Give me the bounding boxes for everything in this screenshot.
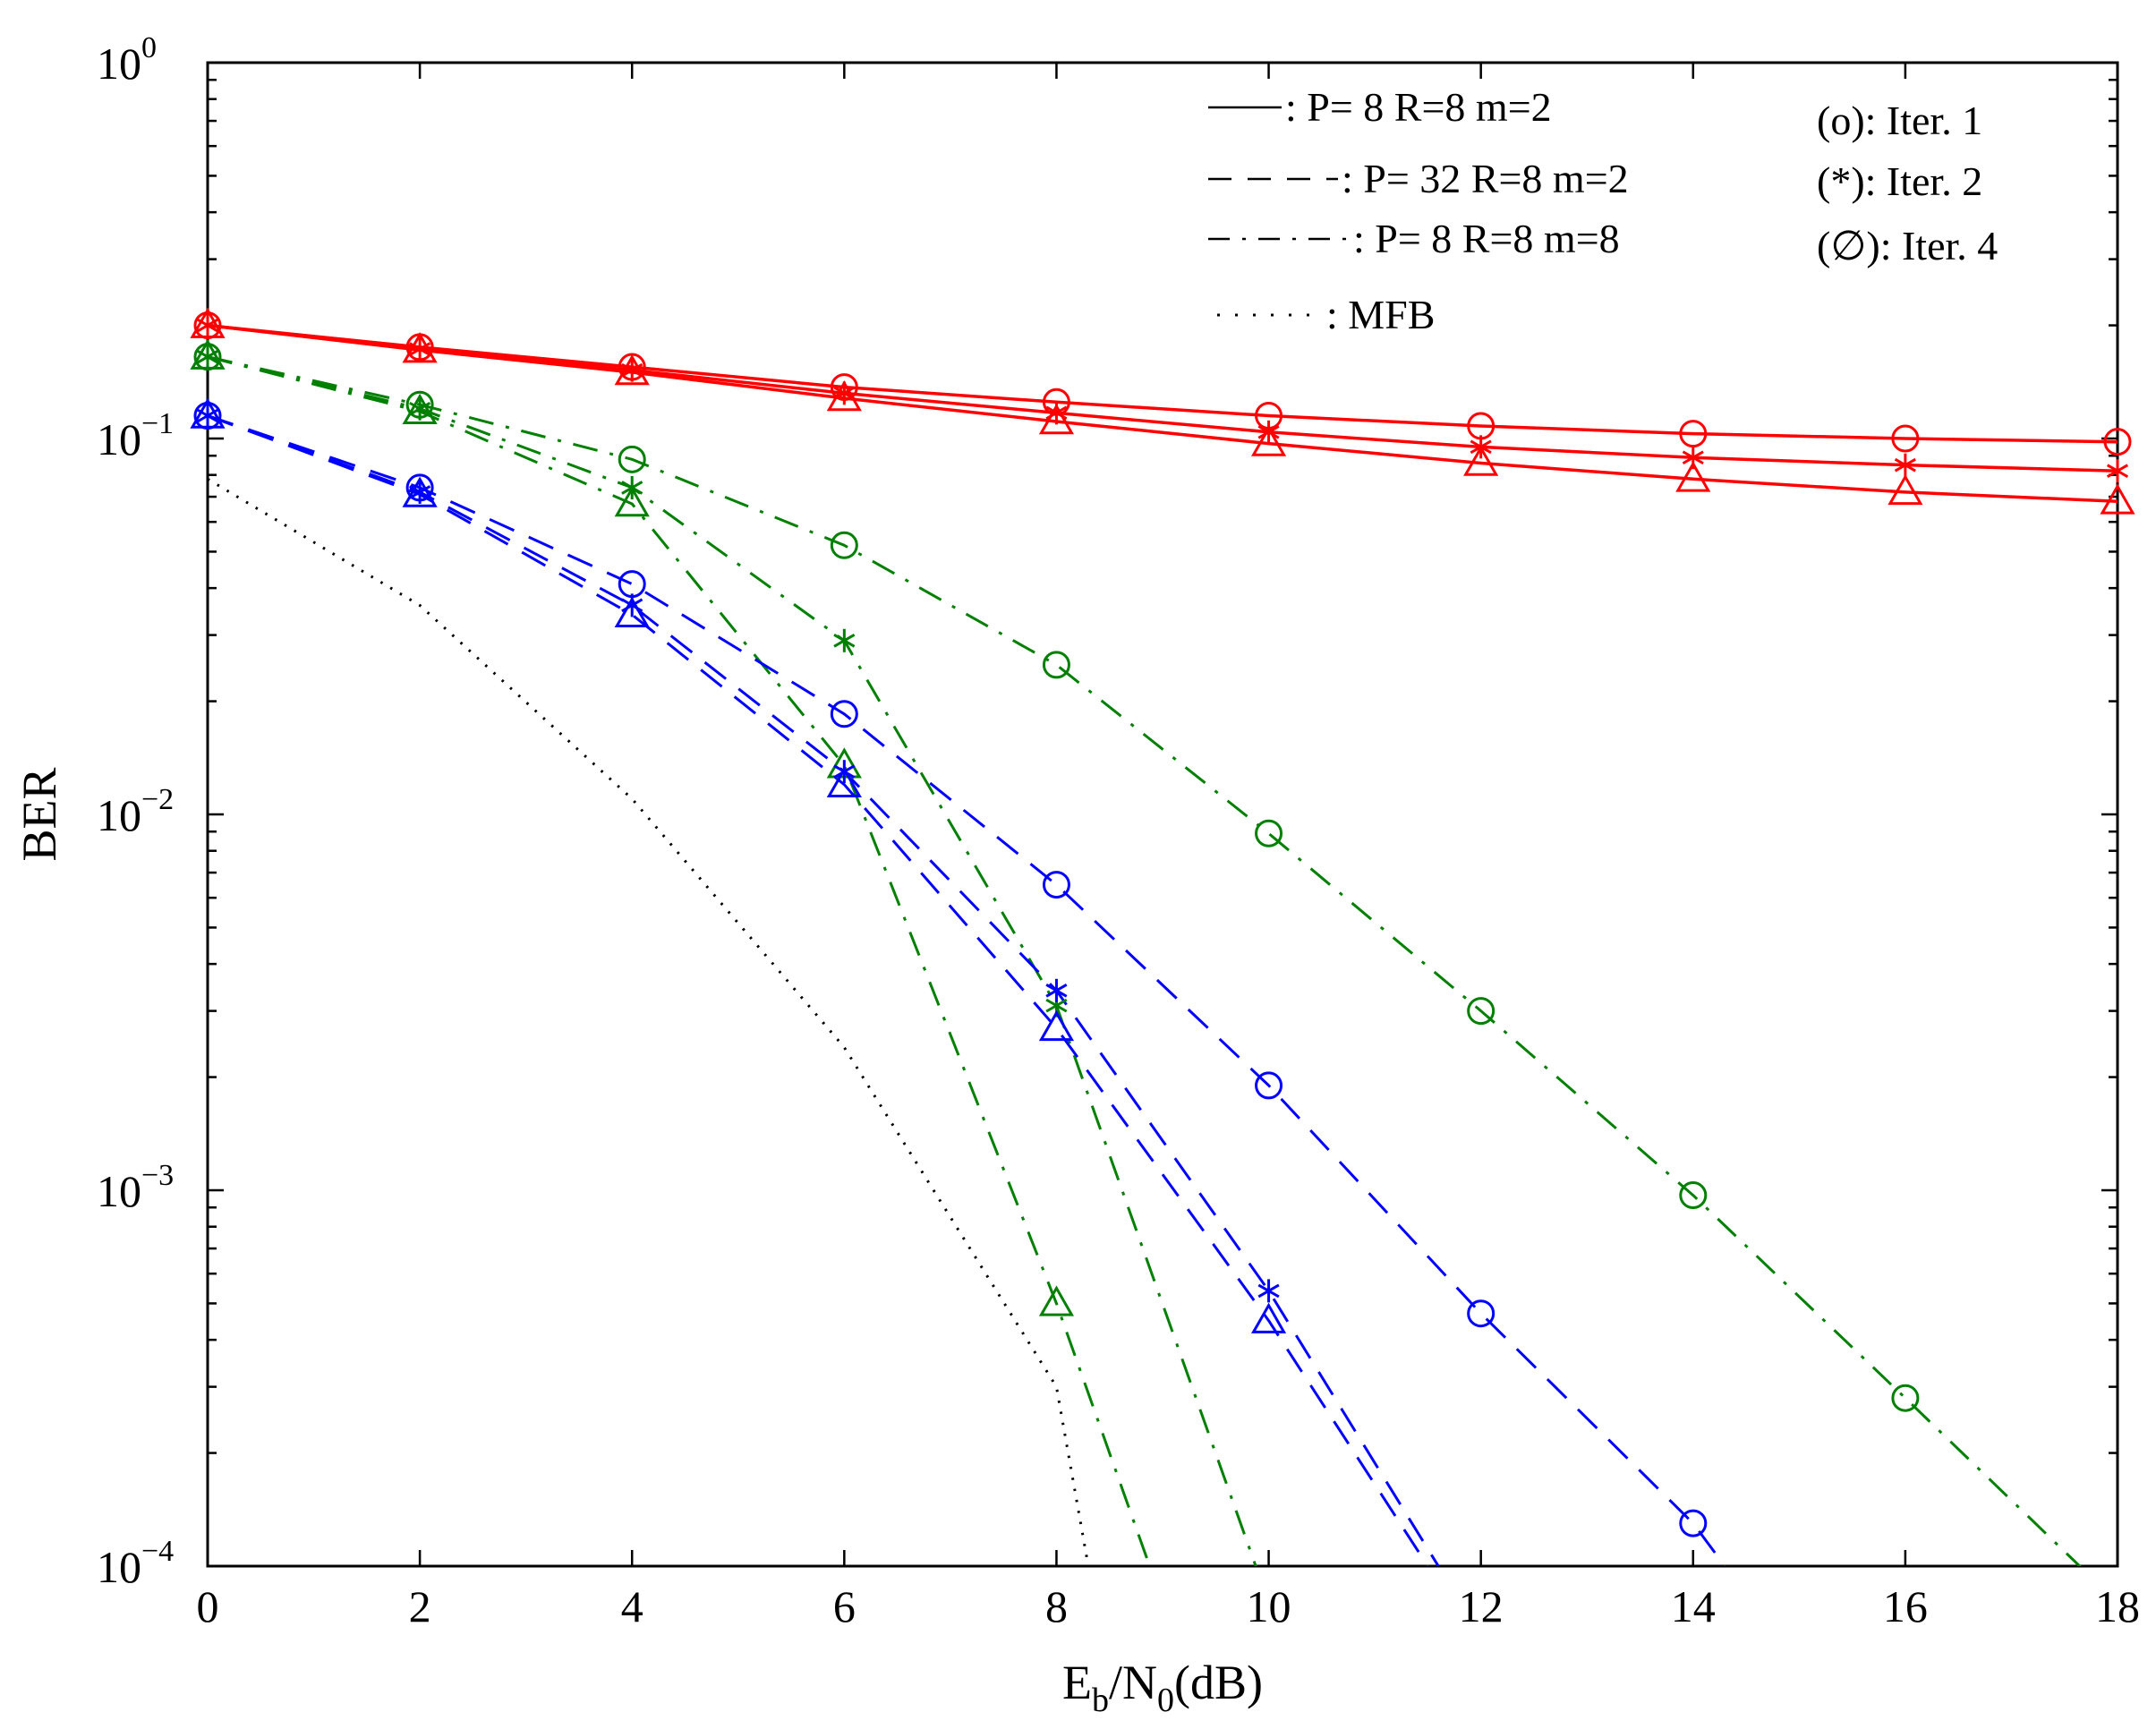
marker-circle: [2103, 428, 2132, 456]
x-tick-labels: 0 2 4 6 8 10 12 14 16 18: [197, 1581, 2141, 1631]
marker-star: [1045, 978, 1068, 1002]
x-tick-label: 4: [621, 1581, 643, 1631]
marker-star-stroke: [833, 633, 856, 648]
legend-iter2-label: (*): Iter. 2: [1817, 158, 1982, 204]
marker-star-stroke: [1045, 983, 1068, 998]
marker-circle: [1042, 871, 1070, 899]
marker-triangle: [614, 354, 650, 386]
marker-triangle: [402, 332, 438, 363]
x-tick-label: 16: [1883, 1581, 1928, 1631]
marker-circle: [1467, 997, 1496, 1026]
x-tick-label: 10: [1247, 1581, 1291, 1631]
x-tick-label: 2: [409, 1581, 431, 1631]
x-tick-label: 6: [833, 1581, 856, 1631]
y-tick-labels: 100 10−1 10−2 10−3 10−4: [97, 31, 174, 1592]
marker-star-stroke: [1045, 998, 1068, 1013]
marker-circle: [1042, 651, 1070, 679]
marker-triangle: [190, 307, 226, 338]
x-axis-label: Eb/N0(dB): [1062, 1656, 1263, 1719]
marker-star: [1257, 1279, 1280, 1303]
marker-star: [833, 628, 856, 652]
marker-triangle: [402, 393, 438, 425]
marker-triangle: [2100, 483, 2135, 515]
marker-triangle: [1038, 1285, 1075, 1316]
legend-dotted-label: : MFB: [1326, 292, 1435, 337]
marker-star-stroke: [409, 485, 431, 499]
marker-triangle: [1038, 1009, 1075, 1042]
marker-triangle: [190, 338, 226, 370]
legend-dashdot-label: : P= 8 R=8 m=8: [1353, 216, 1620, 261]
marker-triangle: [1888, 473, 1923, 506]
marker-triangle: [614, 486, 650, 517]
marker-circle: [1679, 1509, 1708, 1537]
marker-star-stroke: [1257, 1283, 1280, 1299]
marker-star: [409, 396, 431, 421]
y-tick-label: 100: [97, 31, 157, 89]
line-style-legend: : P= 8 R=8 m=2 : P= 32 R=8 m=2 : P= 8 R=…: [1208, 84, 1629, 337]
y-tick-label: 10−2: [97, 783, 174, 840]
markers-layer: [190, 307, 2135, 1537]
series-line: [208, 355, 1257, 1566]
legend-solid-label: : P= 8 R=8 m=2: [1285, 84, 1552, 130]
y-tick-label: 10−4: [97, 1535, 174, 1592]
series-line: [208, 355, 1152, 1566]
marker-circle: [1467, 1299, 1496, 1328]
marker-legend: (o): Iter. 1 (*): Iter. 2 (∅): Iter. 4: [1817, 98, 1998, 268]
y-tick-label: 10−3: [97, 1159, 174, 1216]
plot-area: [206, 61, 2119, 1568]
marker-circle: [618, 445, 646, 473]
marker-triangle: [1675, 461, 1711, 492]
marker-triangle: [826, 766, 862, 797]
marker-circle: [1891, 1384, 1920, 1412]
marker-triangle: [614, 596, 650, 628]
axis-ticks: [206, 61, 2119, 1568]
marker-star-stroke: [1682, 450, 1704, 465]
marker-star: [2106, 459, 2129, 483]
y-tick-label: 10−1: [97, 407, 174, 464]
series-line: [208, 355, 2082, 1566]
marker-star: [1894, 453, 1916, 477]
series-line: [208, 323, 2118, 504]
x-tick-label: 12: [1459, 1581, 1504, 1631]
marker-circle: [1255, 819, 1283, 847]
marker-star-stroke: [1894, 457, 1916, 473]
marker-triangle: [826, 379, 862, 412]
x-tick-label: 14: [1671, 1581, 1716, 1631]
marker-triangle: [402, 476, 438, 507]
marker-star: [409, 480, 431, 504]
marker-triangle: [1038, 403, 1075, 435]
marker-star: [1257, 420, 1280, 444]
marker-star-stroke: [1257, 425, 1280, 439]
legend-iter1-label: (o): Iter. 1: [1817, 98, 1982, 143]
marker-triangle: [1250, 1302, 1287, 1333]
marker-triangle: [190, 397, 226, 429]
marker-circle: [1891, 424, 1920, 453]
x-tick-label: 8: [1045, 1581, 1068, 1631]
marker-circle: [830, 700, 858, 728]
marker-star-stroke: [409, 401, 431, 416]
marker-triangle: [1463, 445, 1499, 476]
series-line: [208, 323, 2118, 444]
marker-triangle: [1250, 425, 1287, 456]
series-line: [208, 414, 1726, 1566]
marker-circle: [1679, 1181, 1708, 1210]
marker-circle: [830, 531, 858, 559]
legend-dashed-label: : P= 32 R=8 m=2: [1342, 156, 1629, 201]
legend-iter4-label: (∅): Iter. 4: [1817, 223, 1998, 268]
marker-circle: [1255, 1071, 1283, 1100]
marker-star-stroke: [2106, 464, 2129, 478]
x-tick-label: 0: [197, 1581, 219, 1631]
x-tick-label: 18: [2095, 1581, 2140, 1631]
y-axis-label: BER: [13, 767, 66, 861]
